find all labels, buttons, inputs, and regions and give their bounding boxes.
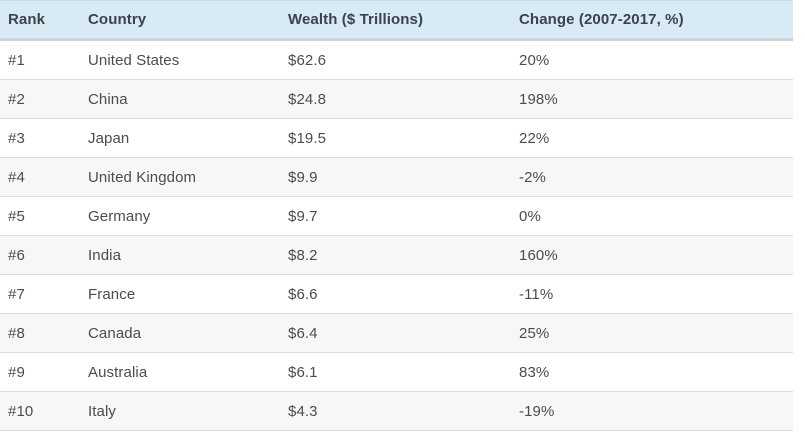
rank-cell: #1 xyxy=(0,39,80,80)
wealth-cell: $4.3 xyxy=(280,391,511,431)
table-row: #5 Germany $9.7 0% xyxy=(0,196,793,236)
country-cell: United Kingdom xyxy=(80,157,280,197)
wealth-cell: $62.6 xyxy=(280,39,511,80)
change-cell: 22% xyxy=(511,118,793,158)
country-cell: China xyxy=(80,79,280,119)
rank-cell: #7 xyxy=(0,274,80,314)
rank-cell: #10 xyxy=(0,391,80,431)
table-row: #10 Italy $4.3 -19% xyxy=(0,391,793,431)
wealth-cell: $6.6 xyxy=(280,274,511,314)
wealth-cell: $9.7 xyxy=(280,196,511,236)
wealth-table: Rank Country Wealth ($ Trillions) Change… xyxy=(0,0,793,431)
change-cell: 83% xyxy=(511,352,793,392)
rank-cell: #9 xyxy=(0,352,80,392)
country-cell: France xyxy=(80,274,280,314)
country-cell: Canada xyxy=(80,313,280,353)
header-row: Rank Country Wealth ($ Trillions) Change… xyxy=(0,0,793,41)
header-country: Country xyxy=(80,0,280,41)
wealth-cell: $6.1 xyxy=(280,352,511,392)
country-cell: Italy xyxy=(80,391,280,431)
change-cell: -2% xyxy=(511,157,793,197)
rank-cell: #4 xyxy=(0,157,80,197)
country-cell: United States xyxy=(80,39,280,80)
table-body: #1 United States $62.6 20% #2 China $24.… xyxy=(0,39,793,431)
country-cell: Australia xyxy=(80,352,280,392)
change-cell: -11% xyxy=(511,274,793,314)
country-cell: Germany xyxy=(80,196,280,236)
rank-cell: #8 xyxy=(0,313,80,353)
rank-cell: #3 xyxy=(0,118,80,158)
wealth-cell: $8.2 xyxy=(280,235,511,275)
table-row: #3 Japan $19.5 22% xyxy=(0,118,793,158)
table-row: #7 France $6.6 -11% xyxy=(0,274,793,314)
table-row: #4 United Kingdom $9.9 -2% xyxy=(0,157,793,197)
header-wealth: Wealth ($ Trillions) xyxy=(280,0,511,41)
change-cell: 160% xyxy=(511,235,793,275)
wealth-cell: $6.4 xyxy=(280,313,511,353)
wealth-cell: $19.5 xyxy=(280,118,511,158)
wealth-cell: $9.9 xyxy=(280,157,511,197)
change-cell: 198% xyxy=(511,79,793,119)
rank-cell: #6 xyxy=(0,235,80,275)
table-row: #9 Australia $6.1 83% xyxy=(0,352,793,392)
table-row: #6 India $8.2 160% xyxy=(0,235,793,275)
change-cell: 0% xyxy=(511,196,793,236)
rank-cell: #2 xyxy=(0,79,80,119)
wealth-cell: $24.8 xyxy=(280,79,511,119)
change-cell: -19% xyxy=(511,391,793,431)
change-cell: 25% xyxy=(511,313,793,353)
table-row: #1 United States $62.6 20% xyxy=(0,39,793,80)
table-row: #8 Canada $6.4 25% xyxy=(0,313,793,353)
header-change: Change (2007-2017, %) xyxy=(511,0,793,41)
table-row: #2 China $24.8 198% xyxy=(0,79,793,119)
table-header: Rank Country Wealth ($ Trillions) Change… xyxy=(0,0,793,41)
country-cell: Japan xyxy=(80,118,280,158)
header-rank: Rank xyxy=(0,0,80,41)
change-cell: 20% xyxy=(511,39,793,80)
rank-cell: #5 xyxy=(0,196,80,236)
country-cell: India xyxy=(80,235,280,275)
